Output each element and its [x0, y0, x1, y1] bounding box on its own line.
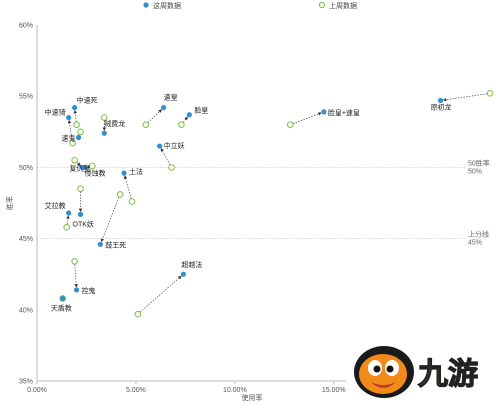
last-week-point — [71, 156, 78, 164]
point-label: 脸皇 — [194, 106, 208, 115]
x-axis-title: 使用率 — [242, 393, 263, 402]
trend-arrow — [123, 175, 132, 199]
this-week-point — [101, 130, 107, 136]
this-week-point — [66, 210, 72, 216]
point-label: 脸皇+速皇 — [328, 108, 360, 117]
this-week-point — [97, 241, 103, 247]
this-week-point — [180, 271, 186, 277]
point-label: 超越法 — [181, 260, 202, 269]
mascot-icon — [354, 346, 414, 398]
last-week-point — [178, 121, 185, 128]
point-label: 鼓王死 — [105, 240, 126, 249]
last-week-point — [128, 198, 136, 205]
data-points — [59, 90, 494, 318]
this-week-point — [77, 211, 84, 217]
point-label: 中速死 — [77, 96, 98, 105]
point-label: 中速骑 — [45, 108, 66, 117]
point-label: 速皇 — [164, 93, 178, 102]
last-week-point — [69, 139, 76, 147]
trend-arrow — [100, 197, 120, 243]
watermark-text: 九游 — [418, 358, 478, 391]
trend-arrow — [160, 148, 171, 165]
this-week-point — [66, 114, 72, 121]
trend-arrow — [292, 112, 322, 124]
point-label: 土法 — [129, 167, 143, 176]
legend-label-last-week: 上周数据 — [329, 1, 357, 10]
point-label: 贼费龙 — [104, 119, 125, 128]
point-label: OTK妖 — [73, 219, 94, 228]
this-week-point — [60, 295, 66, 302]
trend-arrow — [74, 264, 78, 288]
legend-marker-last-week — [318, 1, 326, 9]
trend-arrow — [67, 119, 73, 141]
y-axis-ticks: 35% 40% 45% 50% 55% 60% — [19, 23, 33, 386]
last-week-point — [71, 258, 78, 265]
y-tick-label: 40% — [19, 307, 33, 314]
this-week-point — [73, 287, 80, 293]
this-week-point — [437, 97, 444, 104]
last-week-point — [63, 223, 70, 231]
x-tick-label: 0.00% — [27, 387, 47, 394]
trend-arrow — [147, 109, 162, 123]
trend-arrow — [76, 162, 81, 166]
last-week-point — [77, 128, 84, 136]
trend-arrows — [66, 93, 488, 313]
legend-marker-this-week — [143, 2, 149, 8]
last-week-point — [89, 162, 96, 170]
x-tick-label: 5.00% — [126, 387, 146, 394]
trend-arrow — [183, 116, 188, 123]
point-label: 天盾教 — [51, 303, 72, 312]
trend-arrow — [73, 109, 77, 122]
this-week-point — [157, 143, 163, 149]
y-tick-label: 45% — [19, 236, 33, 243]
this-week-point — [321, 109, 327, 115]
y-tick-label: 35% — [19, 379, 33, 386]
x-tick-label: 15.00% — [322, 387, 346, 394]
this-week-point — [186, 112, 192, 118]
point-label: 速鬼 — [62, 133, 76, 142]
last-week-point — [486, 90, 494, 97]
last-week-point — [73, 121, 80, 128]
point-label: 中立妖 — [164, 141, 185, 150]
point-label: 侵蚀教 — [84, 168, 105, 177]
last-week-point — [142, 121, 150, 128]
last-week-point — [116, 191, 124, 198]
trend-arrow — [66, 215, 70, 225]
x-tick-label: 10.00% — [223, 387, 247, 394]
point-label: 控鬼 — [82, 286, 96, 295]
y-tick-label: 55% — [19, 94, 33, 101]
reference-line-value: 50% — [468, 168, 482, 175]
this-week-point — [71, 104, 78, 111]
y-axis-title: 胜率 — [5, 196, 14, 210]
this-week-point — [161, 104, 167, 111]
reference-line-label: 50胜率 — [468, 158, 490, 167]
last-week-point — [77, 185, 84, 193]
trend-arrow — [139, 275, 182, 313]
point-label: 复仇皇 — [70, 163, 91, 172]
legend-label-this-week: 这周数据 — [153, 1, 181, 10]
trend-arrow — [442, 93, 488, 102]
point-label: 原初龙 — [431, 102, 452, 111]
last-week-point — [168, 164, 175, 171]
last-week-point — [100, 114, 108, 121]
reference-line-label: 上分线 — [468, 230, 489, 239]
point-label: 艾拉教 — [45, 201, 66, 210]
jiuyou-watermark-logo: 九游 — [346, 330, 496, 402]
last-week-point — [286, 121, 294, 128]
this-week-point — [75, 134, 82, 141]
this-week-point — [81, 164, 88, 170]
legend: 这周数据 上周数据 — [143, 1, 357, 10]
y-tick-label: 60% — [19, 23, 33, 30]
last-week-point — [134, 310, 142, 318]
y-tick-label: 50% — [19, 165, 33, 172]
this-week-point — [121, 170, 127, 176]
reference-line-value: 45% — [468, 240, 482, 247]
